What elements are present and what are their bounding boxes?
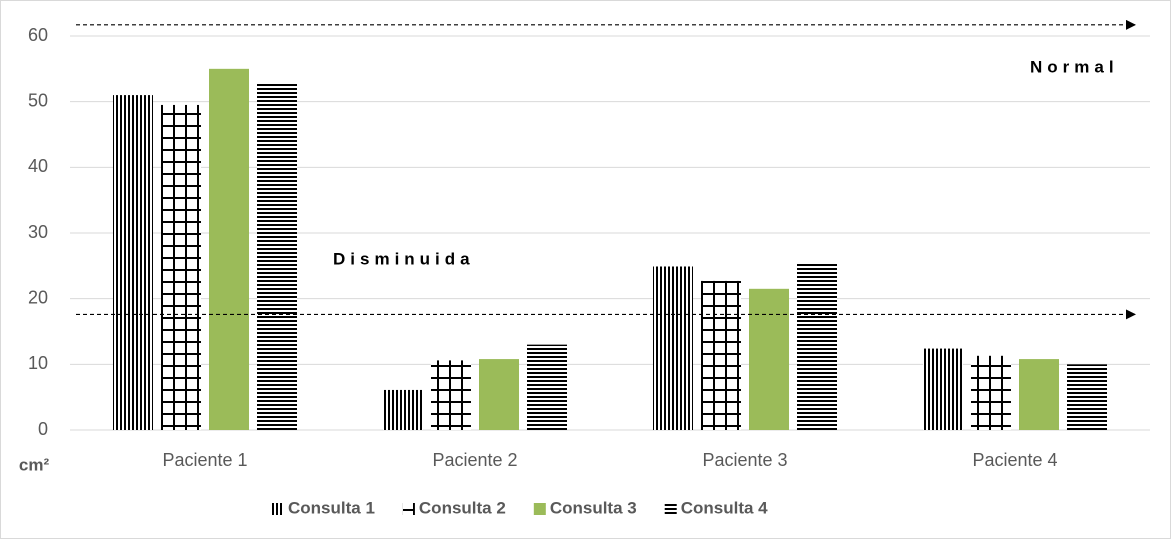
legend-label: Consulta 4 xyxy=(681,498,768,517)
y-tick-label: 60 xyxy=(28,25,48,45)
y-tick-label: 30 xyxy=(28,222,48,242)
bar xyxy=(701,280,741,430)
bar xyxy=(161,104,201,430)
x-tick-label: Paciente 4 xyxy=(972,450,1057,470)
y-tick-label: 40 xyxy=(28,156,48,176)
legend-label: Consulta 1 xyxy=(288,498,375,517)
bar xyxy=(797,263,837,430)
legend-swatch xyxy=(664,503,677,515)
y-tick-label: 0 xyxy=(38,419,48,439)
bar xyxy=(479,359,519,430)
legend-label: Consulta 3 xyxy=(550,498,637,517)
x-tick-label: Paciente 3 xyxy=(702,450,787,470)
bar xyxy=(209,68,249,430)
bar xyxy=(257,83,297,430)
x-tick-label: Paciente 1 xyxy=(162,450,247,470)
bar xyxy=(113,95,153,430)
legend-label: Consulta 2 xyxy=(419,498,506,517)
legend-swatch xyxy=(402,503,415,515)
bar xyxy=(1019,359,1059,430)
y-axis-label: cm² xyxy=(19,455,50,474)
bar xyxy=(527,344,567,430)
legend-swatch xyxy=(533,503,546,515)
legend-swatch xyxy=(272,503,284,515)
bar xyxy=(653,266,693,430)
bar xyxy=(971,355,1011,430)
x-tick-label: Paciente 2 xyxy=(432,450,517,470)
bar xyxy=(749,288,789,430)
bar xyxy=(1067,364,1107,430)
y-tick-label: 10 xyxy=(28,353,48,373)
bar xyxy=(383,389,423,430)
y-tick-label: 50 xyxy=(28,90,48,110)
reference-label: Disminuida xyxy=(333,249,475,268)
reference-label: Normal xyxy=(1030,57,1119,76)
bar xyxy=(431,360,471,430)
bar xyxy=(923,348,963,430)
y-tick-label: 20 xyxy=(28,287,48,307)
